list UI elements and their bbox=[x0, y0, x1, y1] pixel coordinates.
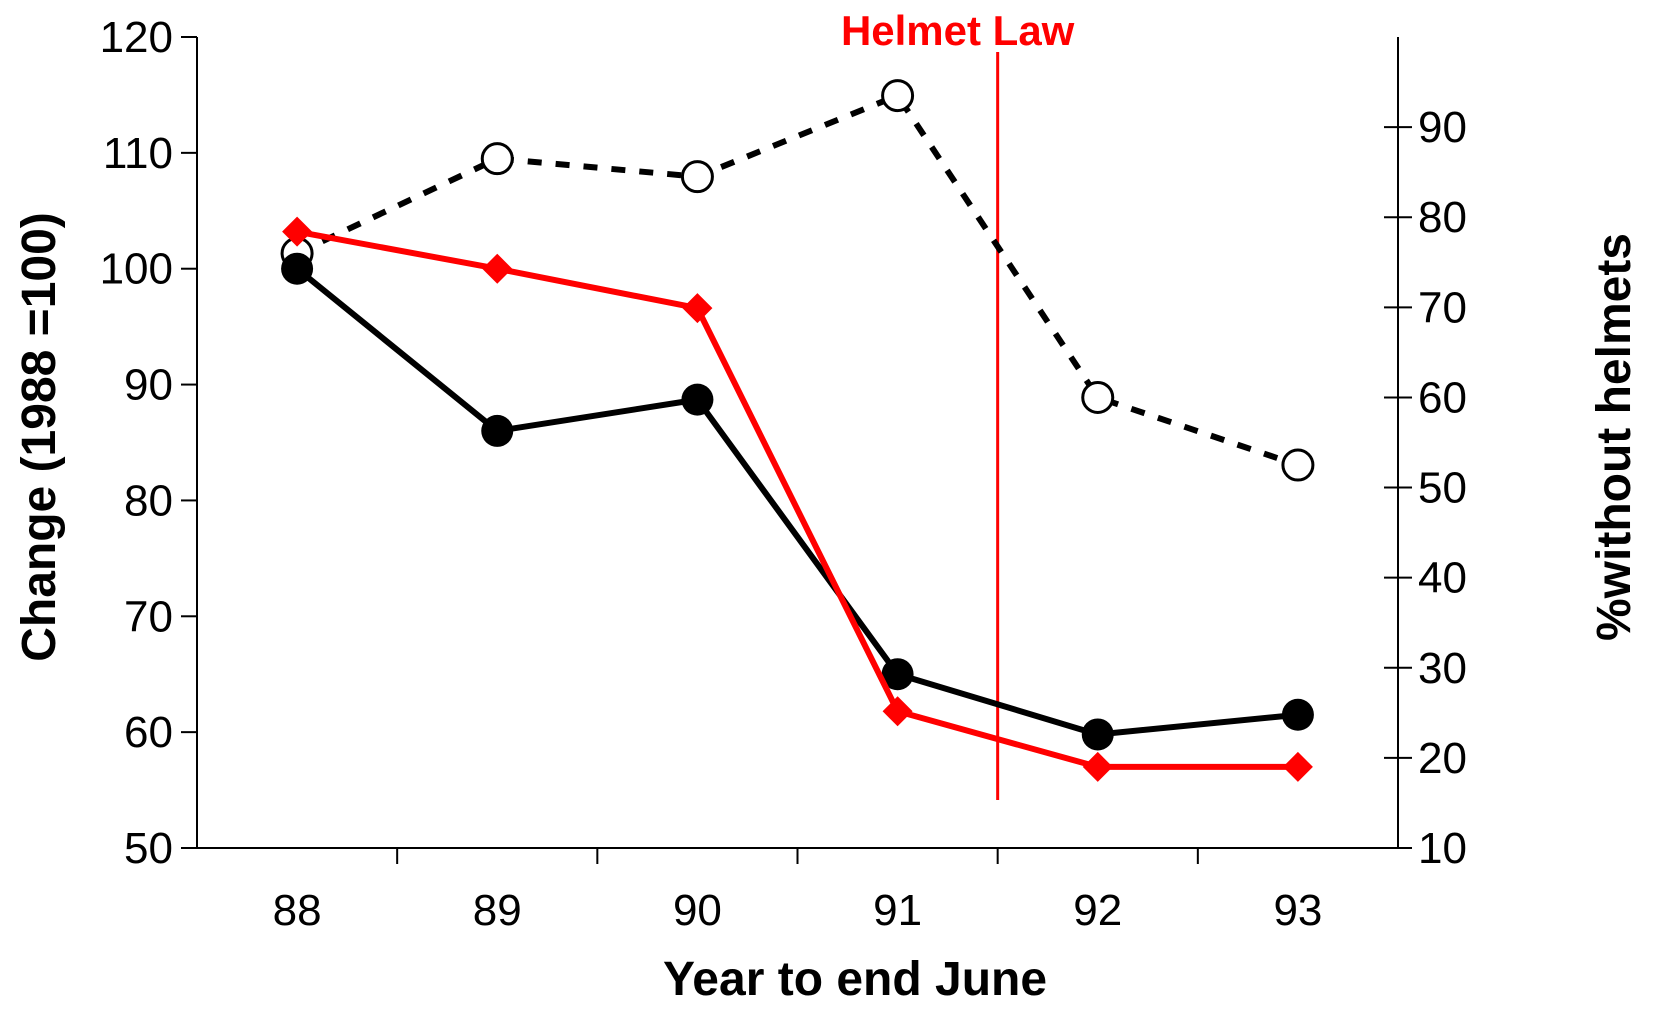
x-tick-label: 93 bbox=[1273, 886, 1322, 935]
data-point bbox=[882, 696, 913, 727]
y-tick-label: 60 bbox=[124, 708, 173, 757]
x-tick-label: 91 bbox=[873, 886, 922, 935]
data-point bbox=[1281, 698, 1314, 731]
y2-tick-label: 80 bbox=[1418, 193, 1467, 242]
y2-tick-label: 30 bbox=[1418, 644, 1467, 693]
data-point bbox=[680, 160, 714, 194]
series-line bbox=[295, 92, 1299, 468]
y2-tick-label: 90 bbox=[1418, 103, 1467, 152]
y2-axis-title: %without helmets bbox=[1588, 233, 1641, 641]
x-tick-label: 90 bbox=[673, 886, 722, 935]
y2-tick-label: 50 bbox=[1418, 464, 1467, 513]
series-2 bbox=[280, 79, 1315, 482]
y-tick-label: 110 bbox=[103, 129, 173, 178]
x-tick-label: 89 bbox=[473, 886, 522, 935]
y-tick-label: 120 bbox=[100, 13, 173, 62]
y-tick-label: 80 bbox=[124, 476, 173, 525]
data-point bbox=[481, 414, 514, 447]
data-point bbox=[1081, 718, 1114, 751]
y-axis-title: Change (1988 =100) bbox=[13, 212, 66, 662]
data-point bbox=[681, 383, 714, 416]
y-tick-label: 90 bbox=[124, 361, 173, 410]
data-point bbox=[1282, 751, 1313, 782]
y-tick-label: 100 bbox=[100, 245, 173, 294]
helmet-law-annotation: Helmet Law bbox=[841, 7, 1075, 800]
data-point bbox=[281, 252, 314, 285]
axes: 50 60 70 80 90 100 110 120 10 20 30 40 50 60 70 80 90 88 8… bbox=[100, 13, 1467, 935]
data-point bbox=[682, 293, 713, 324]
series-1 bbox=[282, 216, 1313, 782]
data-point bbox=[1081, 380, 1115, 414]
data-point bbox=[881, 658, 914, 691]
data-point bbox=[482, 253, 513, 284]
series-layer bbox=[280, 79, 1315, 782]
y2-tick-label: 10 bbox=[1418, 824, 1467, 873]
x-tick-label: 92 bbox=[1073, 886, 1122, 935]
y2-tick-label: 40 bbox=[1418, 554, 1467, 603]
data-point bbox=[282, 216, 313, 247]
series-0 bbox=[281, 252, 1314, 751]
helmet-law-label: Helmet Law bbox=[841, 7, 1075, 54]
x-tick-label: 88 bbox=[273, 886, 322, 935]
y-tick-label: 70 bbox=[124, 592, 173, 641]
data-point bbox=[1281, 448, 1315, 482]
data-point bbox=[1082, 751, 1113, 782]
series-line bbox=[295, 266, 1299, 738]
data-point bbox=[480, 142, 514, 176]
y-tick-label: 50 bbox=[124, 824, 173, 873]
y2-tick-label: 60 bbox=[1418, 373, 1467, 422]
y2-tick-label: 20 bbox=[1418, 734, 1467, 783]
x-axis-title: Year to end June bbox=[663, 953, 1047, 1006]
y2-tick-label: 70 bbox=[1418, 283, 1467, 332]
data-point bbox=[881, 79, 915, 113]
series-line bbox=[296, 228, 1298, 770]
